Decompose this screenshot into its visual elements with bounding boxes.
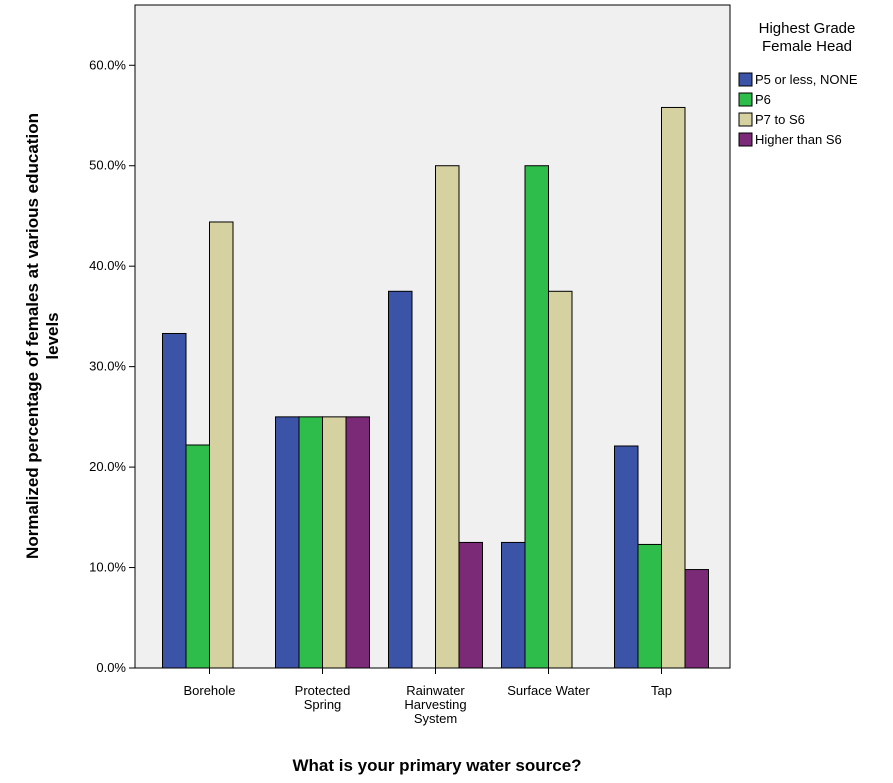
x-tick-label: Borehole	[183, 683, 235, 698]
legend-label: P5 or less, NONE	[755, 72, 858, 87]
legend-label: P6	[755, 92, 771, 107]
bar	[638, 544, 662, 668]
legend-label: P7 to S6	[755, 112, 805, 127]
x-tick-label: Tap	[651, 683, 672, 698]
bar	[346, 417, 370, 668]
bar	[163, 333, 187, 668]
x-tick-label: Surface Water	[507, 683, 590, 698]
y-tick-label: 10.0%	[89, 560, 126, 575]
bar-group	[276, 417, 370, 668]
bar	[662, 107, 686, 668]
legend-item: P7 to S6	[739, 112, 805, 127]
legend-label: Higher than S6	[755, 132, 842, 147]
legend-swatch	[739, 113, 752, 126]
bar	[389, 291, 413, 668]
bar	[210, 222, 234, 668]
bar	[276, 417, 300, 668]
y-tick-label: 0.0%	[96, 660, 126, 675]
y-axis-title-line: levels	[43, 312, 62, 359]
bar	[436, 166, 460, 668]
legend-title: Female Head	[762, 38, 852, 55]
y-axis: 0.0% 10.0% 20.0% 30.0% 40.0% 50.0% 60.0%	[89, 57, 135, 675]
bar	[186, 445, 210, 668]
x-tick-label: Spring	[304, 697, 342, 712]
y-tick-label: 20.0%	[89, 459, 126, 474]
legend-item: Higher than S6	[739, 132, 842, 147]
bar	[549, 291, 573, 668]
y-tick-label: 50.0%	[89, 158, 126, 173]
y-tick-label: 60.0%	[89, 57, 126, 72]
bar	[323, 417, 347, 668]
bar	[299, 417, 323, 668]
bar	[615, 446, 639, 668]
x-tick-label: Rainwater	[406, 683, 465, 698]
legend-swatch	[739, 93, 752, 106]
x-tick-label: System	[414, 711, 457, 726]
legend-swatch	[739, 133, 752, 146]
y-axis-title-line: Normalized percentage of females at vari…	[23, 113, 42, 559]
bar	[459, 542, 483, 668]
x-axis-title: What is your primary water source?	[292, 756, 581, 775]
bar	[685, 570, 709, 668]
legend-item: P6	[739, 92, 771, 107]
legend-title: Highest Grade	[759, 20, 856, 37]
bar	[502, 542, 526, 668]
y-tick-label: 30.0%	[89, 359, 126, 374]
bar	[525, 166, 549, 668]
legend-swatch	[739, 73, 752, 86]
x-tick-label: Protected	[295, 683, 351, 698]
legend-item: P5 or less, NONE	[739, 72, 858, 87]
y-axis-title: Normalized percentage of females at vari…	[23, 113, 62, 559]
x-tick-label: Harvesting	[404, 697, 466, 712]
y-tick-label: 40.0%	[89, 258, 126, 273]
